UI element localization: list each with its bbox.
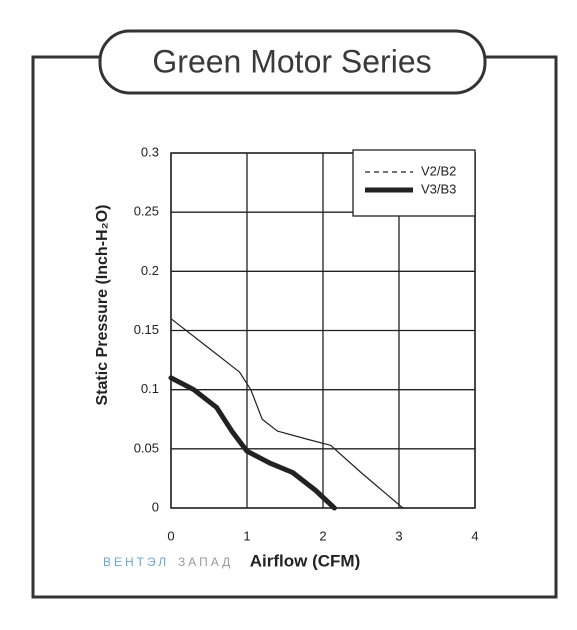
y-tick-label: 0.15 (134, 322, 159, 337)
watermark: ВЕНТЭЛ (103, 555, 169, 569)
data-line (168, 375, 337, 511)
legend-label: V2/B2 (421, 163, 456, 178)
y-tick-label: 0.2 (141, 263, 159, 278)
chart-title: Green Motor Series (152, 43, 431, 79)
y-axis-label: Static Pressure (Inch-H₂O) (94, 205, 111, 406)
frame (31, 55, 558, 599)
y-tick-label: 0 (152, 499, 159, 514)
legend-label: V3/B3 (421, 181, 456, 196)
y-tick-label: 0.3 (141, 144, 159, 159)
x-tick-label: 0 (167, 528, 174, 543)
x-tick-label: 2 (319, 528, 326, 543)
y-tick-label: 0.25 (134, 204, 159, 219)
y-tick-label: 0.1 (141, 381, 159, 396)
x-axis-label: Airflow (CFM) (250, 551, 360, 570)
x-tick-label: 4 (471, 528, 478, 543)
watermark: ЗАПАД (178, 555, 233, 569)
data-line (170, 318, 404, 509)
title-tab (98, 29, 487, 95)
y-tick-label: 0.05 (134, 440, 159, 455)
legend-box (352, 149, 476, 217)
x-tick-label: 1 (243, 528, 250, 543)
x-tick-label: 3 (395, 528, 402, 543)
